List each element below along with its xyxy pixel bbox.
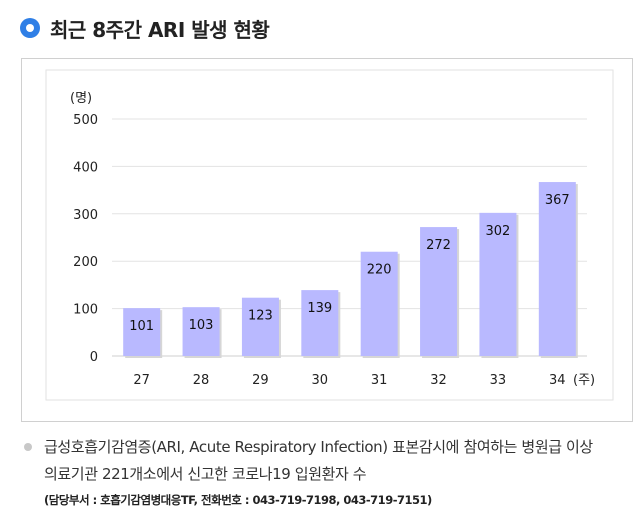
note-line-2: 의료기관 221개소에서 신고한 코로나19 입원환자 수	[44, 465, 367, 483]
bar	[301, 290, 339, 356]
note-line-1: 급성호흡기감염증(ARI, Acute Respiratory Infectio…	[20, 434, 635, 461]
note-contact: (담당부서 : 호흡기감염병대응TF, 전화번호 : 043-719-7198,…	[44, 493, 432, 507]
x-tick-labels: 27 28 29 30 31 32 33 34	[133, 373, 565, 388]
bar-value-label: 302	[486, 224, 511, 239]
y-tick-label: 100	[73, 303, 98, 318]
bar-value-label: 103	[189, 318, 214, 333]
y-tick-labels: 0 100 200 300 400 500	[73, 113, 98, 365]
chart-note: 급성호흡기감염증(ARI, Acute Respiratory Infectio…	[20, 434, 635, 508]
x-tick-label: 28	[193, 373, 210, 388]
bar-value-label: 139	[307, 301, 332, 316]
data-labels: 101 103 123 139 220 272 302 367	[129, 193, 569, 334]
x-tick-label: 32	[430, 373, 447, 388]
y-tick-label: 200	[73, 255, 98, 270]
bar	[420, 227, 458, 356]
bar	[360, 251, 398, 356]
y-tick-label: 0	[90, 350, 98, 365]
page-title: 최근 8주간 ARI 발생 현황	[50, 17, 270, 42]
x-tick-label: 31	[371, 373, 388, 388]
title-row: 최근 8주간 ARI 발생 현황	[20, 14, 270, 42]
bars	[123, 182, 578, 358]
y-axis-label: (명)	[70, 91, 92, 106]
bar	[538, 182, 576, 356]
note-text-1: 급성호흡기감염증(ARI, Acute Respiratory Infectio…	[44, 438, 593, 456]
y-tick-label: 300	[73, 208, 98, 223]
title-bullet-icon	[20, 18, 40, 38]
bar-value-label: 123	[248, 309, 273, 324]
bar	[123, 308, 161, 356]
bar	[182, 307, 220, 356]
bar	[241, 297, 279, 356]
y-tick-label: 500	[73, 113, 98, 128]
bar-value-label: 101	[129, 319, 154, 334]
chart-frame: 0 100 200 300 400 500 101 103 123 139 220 272 302 36…	[21, 58, 633, 422]
x-tick-label: 33	[490, 373, 507, 388]
note-bullet-icon	[24, 442, 32, 451]
x-axis-label: (주)	[573, 373, 595, 388]
x-tick-label: 29	[252, 373, 269, 388]
bar-chart: 0 100 200 300 400 500 101 103 123 139 220 272 302 36…	[45, 69, 614, 401]
bar-value-label: 272	[426, 238, 451, 253]
x-tick-label: 30	[312, 373, 329, 388]
x-tick-label: 34	[549, 373, 566, 388]
x-tick-label: 27	[133, 373, 150, 388]
bar	[479, 212, 517, 356]
bar-value-label: 367	[545, 193, 570, 208]
bar-value-label: 220	[367, 263, 392, 278]
y-tick-label: 400	[73, 160, 98, 175]
